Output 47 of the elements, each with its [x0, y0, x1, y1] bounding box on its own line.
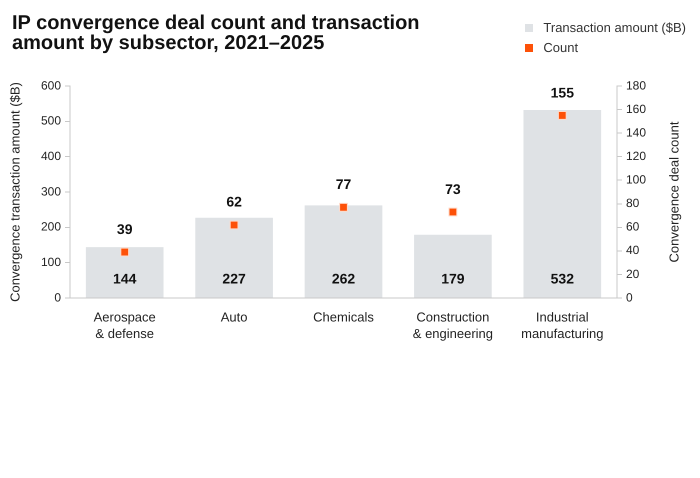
y-axis-title: Convergence transaction amount ($B) [7, 82, 22, 302]
y2-tick-label: 100 [626, 172, 646, 187]
bar [414, 234, 492, 298]
point [558, 111, 567, 120]
legend-label: Count [543, 39, 578, 57]
data-label: 262 [332, 270, 356, 286]
y2-tick-label: 0 [626, 290, 633, 304]
y2-tick-label: 60 [626, 220, 640, 234]
y-tick-label: 600 [40, 78, 62, 92]
data-label: 73 [445, 180, 461, 197]
y2-tick-label: 40 [626, 243, 640, 258]
y-tick-label: 500 [40, 114, 62, 128]
point [339, 202, 348, 212]
chart-title: IP convergence deal count and transaction amount by subsector, 2021–2025 [12, 12, 421, 54]
data-label: 179 [441, 270, 465, 286]
data-label: 144 [113, 270, 137, 286]
data-label: 62 [226, 194, 242, 210]
y-tick-label: 100 [40, 254, 62, 269]
x-tick-label: Chemicals [313, 310, 374, 325]
y2-tick-label: 120 [626, 148, 646, 163]
y2-tick-label: 80 [626, 196, 640, 210]
data-label: 155 [550, 84, 574, 100]
y2-tick-label: 180 [626, 78, 646, 92]
y-tick-label: 0 [54, 290, 62, 304]
x-tick-label: Aerospace & defense [94, 310, 156, 341]
y2-tick-label: 20 [626, 266, 640, 281]
bar [304, 205, 382, 298]
y2-axis-title: Convergence deal count [666, 121, 682, 262]
point [230, 220, 238, 230]
point [448, 208, 458, 216]
bar [86, 247, 164, 298]
y-tick-label: 400 [40, 148, 62, 163]
y2-tick-label: 160 [626, 102, 646, 116]
x-tick-label: Industrial manufacturing [521, 310, 604, 341]
data-label: 77 [336, 176, 352, 192]
bar [195, 218, 273, 298]
point [120, 248, 130, 256]
x-tick-label: Construction & engineering [412, 310, 494, 341]
y-tick-label: 300 [40, 184, 62, 198]
y-tick-label: 200 [40, 220, 62, 234]
data-label: 532 [550, 270, 574, 286]
legend-label: Transaction amount ($B) [543, 19, 686, 37]
y2-tick-label: 140 [626, 125, 646, 140]
bar [523, 110, 602, 298]
x-tick-label: Auto [220, 310, 248, 325]
data-label: 39 [116, 220, 133, 237]
data-label: 227 [222, 270, 246, 286]
